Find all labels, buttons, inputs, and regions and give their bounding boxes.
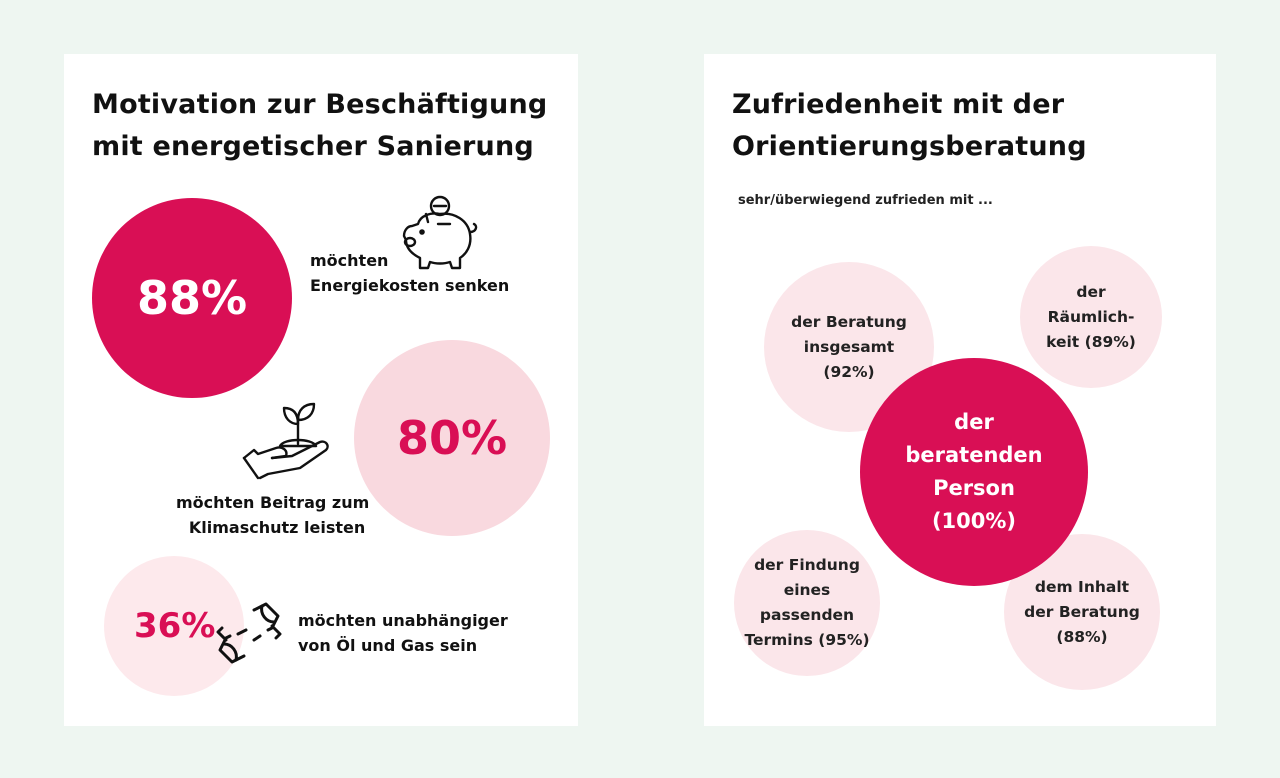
satisfaction-subtitle: sehr/überwiegend zufrieden mit ...	[738, 193, 993, 208]
bubble-line: eines passenden	[759, 581, 855, 624]
climate-label: möchten Beitrag zum Klimaschutz leisten	[176, 490, 369, 540]
percent-bubble-independence: 36%	[104, 556, 244, 696]
bubble-line: der Beratung	[791, 312, 907, 331]
bubble-advisor: der beratenden Person (100%)	[860, 358, 1088, 586]
percent-bubble-energy-costs: 88%	[92, 198, 292, 398]
title-line: mit energetischer Sanierung	[92, 131, 534, 162]
bubble-line: Termins (95%)	[744, 631, 870, 649]
label-line: möchten Beitrag zum	[176, 493, 370, 512]
percent-value: 36%	[134, 606, 216, 646]
title-line: Orientierungsberatung	[732, 131, 1087, 162]
title-line: Motivation zur Beschäftigung	[92, 89, 548, 120]
percent-value: 88%	[136, 271, 248, 325]
bubble-line: (88%)	[1056, 627, 1108, 646]
unplugged-icon	[214, 600, 286, 666]
bubble-appointment: der Findung eines passenden Termins (95%…	[734, 530, 880, 676]
bubble-line: der Findung	[754, 556, 860, 574]
satisfaction-title: Zufriedenheit mit der Orientierungsberat…	[732, 84, 1087, 168]
bubble-line: insgesamt	[803, 337, 895, 356]
label-line: von Öl und Gas sein	[298, 636, 478, 655]
bubble-line: beratenden	[905, 443, 1043, 467]
bubble-line: Räumlich-	[1047, 307, 1135, 326]
label-line: Klimaschutz leisten	[188, 518, 366, 537]
bubble-line: dem Inhalt	[1034, 577, 1130, 596]
bubble-line: der	[954, 410, 994, 434]
plant-in-hand-icon	[242, 396, 334, 482]
percent-value: 80%	[396, 411, 508, 465]
title-line: Zufriedenheit mit der	[732, 89, 1065, 120]
bubble-line: der	[1076, 282, 1106, 301]
bubble-line: der Beratung	[1024, 602, 1140, 621]
bubble-line: (92%)	[823, 362, 875, 381]
satisfaction-panel: Zufriedenheit mit der Orientierungsberat…	[704, 54, 1216, 726]
piggy-bank-icon	[398, 194, 482, 274]
motivation-title: Motivation zur Beschäftigung mit energet…	[92, 84, 547, 168]
motivation-panel: Motivation zur Beschäftigung mit energet…	[64, 54, 578, 726]
label-line: Energiekosten senken	[310, 276, 510, 295]
bubble-line: Person	[933, 476, 1015, 500]
label-line: möchten	[310, 251, 389, 270]
bubble-line: (100%)	[931, 509, 1017, 533]
percent-bubble-climate: 80%	[354, 340, 550, 536]
bubble-premises: der Räumlich- keit (89%)	[1020, 246, 1162, 388]
independence-label: möchten unabhängiger von Öl und Gas sein	[298, 608, 508, 658]
label-line: möchten unabhängiger	[298, 611, 508, 630]
bubble-line: keit (89%)	[1046, 332, 1136, 351]
energy-costs-label: möchten Energiekosten senken	[310, 248, 509, 298]
